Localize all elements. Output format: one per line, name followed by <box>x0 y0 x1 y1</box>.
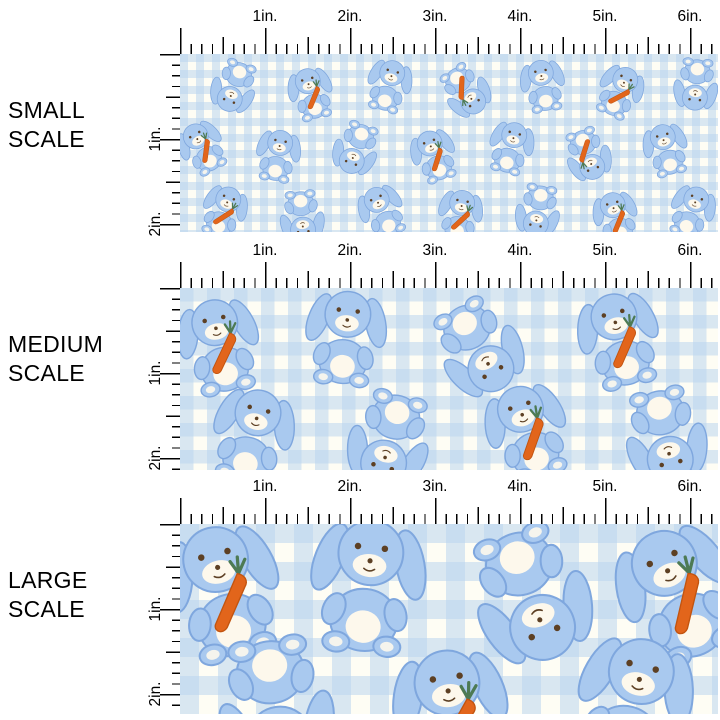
ruler-label-1in-vertical: 1in. <box>147 126 164 152</box>
scale-label-line: SCALE <box>8 125 85 152</box>
horizontal-ruler-labels: 1in. 2in. 3in. 4in. 5in. 6in. <box>180 242 718 262</box>
ruler-label-1in-vertical: 1in. <box>147 360 164 386</box>
ruler-label-2in: 2in. <box>337 478 363 495</box>
horizontal-ruler-labels: 1in. 2in. 3in. 4in. 5in. 6in. <box>180 478 718 498</box>
scale-label-line: SCALE <box>8 359 85 386</box>
scale-label-medium: MEDIUM SCALE <box>8 330 103 387</box>
ruler-label-3in: 3in. <box>422 8 448 25</box>
ruler-label-4in: 4in. <box>507 478 533 495</box>
fabric-pattern-small <box>180 54 718 232</box>
vertical-ruler-ticks: 1in. 2in. <box>147 524 180 714</box>
ruler-label-6in: 6in. <box>677 242 703 259</box>
ruler-label-3in: 3in. <box>422 242 448 259</box>
horizontal-ruler-ticks <box>180 498 718 524</box>
ruler-label-2in: 2in. <box>337 242 363 259</box>
scale-label-line: SMALL <box>8 97 85 123</box>
fabric-swatch-small <box>180 54 718 232</box>
ruler-label-5in: 5in. <box>592 242 618 259</box>
scale-label-line: SCALE <box>8 595 85 622</box>
horizontal-ruler-ticks <box>180 28 718 54</box>
horizontal-ruler-labels: 1in. 2in. 3in. 4in. 5in. 6in. <box>180 8 718 28</box>
horizontal-ruler-ticks <box>180 262 718 288</box>
vertical-ruler-ticks: 1in. 2in. <box>147 54 180 237</box>
ruler-label-5in: 5in. <box>592 478 618 495</box>
ruler-label-1in-vertical: 1in. <box>147 596 164 622</box>
fabric-pattern-large <box>180 524 718 714</box>
scale-panel-large: LARGE SCALE 1in. 2in. 3in. 4in. 5in. 6in.… <box>0 478 720 718</box>
ruler-label-2in: 2in. <box>337 8 363 25</box>
ruler-label-6in: 6in. <box>677 478 703 495</box>
fabric-pattern-medium <box>180 288 718 470</box>
vertical-ruler-ticks: 1in. 2in. <box>147 288 180 471</box>
ruler-label-2in-vertical: 2in. <box>147 681 164 707</box>
scale-label-large: LARGE SCALE <box>8 566 87 623</box>
ruler-label-6in: 6in. <box>677 8 703 25</box>
ruler-label-4in: 4in. <box>507 242 533 259</box>
scale-panel-medium: MEDIUM SCALE 1in. 2in. 3in. 4in. 5in. 6in… <box>0 242 720 474</box>
scale-label-line: MEDIUM <box>8 331 104 357</box>
ruler-label-2in-vertical: 2in. <box>147 211 164 237</box>
ruler-label-5in: 5in. <box>592 8 618 25</box>
ruler-label-1in: 1in. <box>252 8 278 25</box>
fabric-swatch-large <box>180 524 718 714</box>
scale-panel-small: SMALL SCALE 1in. 2in. 3in. 4in. 5in. 6in.… <box>0 8 720 238</box>
ruler-label-1in: 1in. <box>252 242 278 259</box>
ruler-label-2in-vertical: 2in. <box>147 445 164 471</box>
scale-label-small: SMALL SCALE <box>8 96 85 153</box>
scale-label-line: LARGE <box>8 567 88 593</box>
ruler-label-3in: 3in. <box>422 478 448 495</box>
ruler-label-4in: 4in. <box>507 8 533 25</box>
fabric-swatch-medium <box>180 288 718 470</box>
ruler-label-1in: 1in. <box>252 478 278 495</box>
